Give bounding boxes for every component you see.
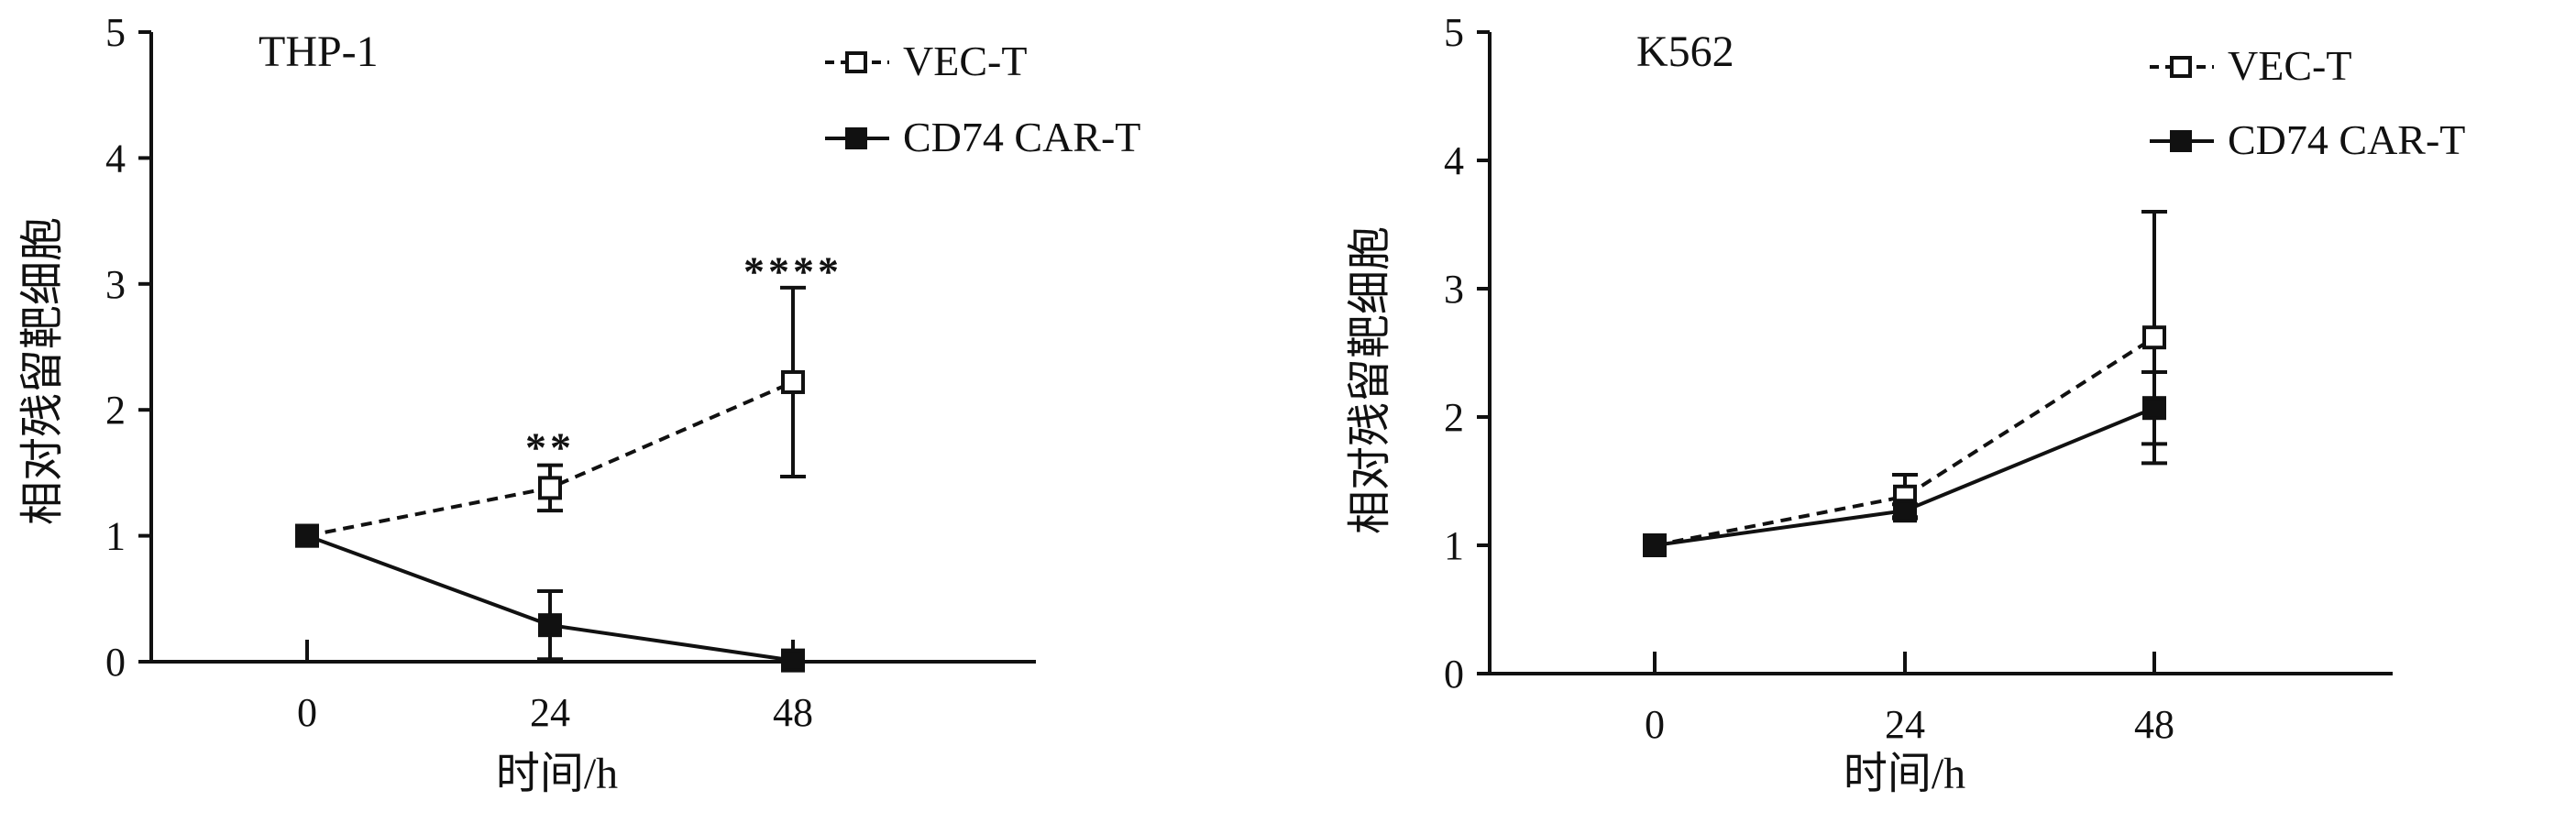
data-point: [1893, 499, 1917, 523]
legend-marker: [2170, 56, 2192, 78]
chart-panel-2: 0 1 2 3 4 5 0 24 48 时间/h 相对残留靶细胞 K562 VEC-T CD74 CAR-…: [1346, 10, 2465, 798]
x-axis-title: 时间/h: [1844, 750, 1965, 798]
y-tick-label: 2: [105, 388, 126, 433]
y-tick-label: 3: [105, 262, 126, 307]
y-tick-label: 4: [105, 136, 126, 181]
data-point: [781, 369, 805, 394]
legend-marker: [845, 51, 867, 73]
x-tick-label: 24: [530, 690, 570, 735]
data-point: [538, 476, 562, 500]
panel-title: THP-1: [259, 27, 379, 76]
x-tick-label: 0: [1645, 702, 1665, 747]
data-point: [2142, 325, 2166, 350]
series-cd74-car-t: [1643, 370, 2167, 557]
legend-label: VEC-T: [903, 38, 1027, 84]
series-cd74-car-t: [295, 523, 805, 673]
x-tick-label: 24: [1885, 702, 1925, 747]
y-tick-label: 1: [105, 514, 126, 559]
y-axis-title: 相对残留靶细胞: [1346, 226, 1394, 534]
x-tick-label: 0: [297, 690, 317, 735]
y-tick-label: 3: [1444, 267, 1464, 312]
y-tick-label: 2: [1444, 395, 1464, 440]
x-tick-label: 48: [773, 690, 813, 735]
legend-marker: [845, 127, 867, 149]
significance-label: ****: [743, 247, 842, 294]
significance-label: **: [525, 424, 575, 471]
series-vec-t: [295, 285, 806, 548]
y-axis-title: 相对残留靶细胞: [18, 217, 67, 525]
data-point: [2142, 396, 2166, 421]
data-point: [538, 613, 562, 638]
y-tick-label: 1: [1444, 523, 1464, 568]
data-point: [295, 523, 319, 548]
y-tick-label: 5: [105, 10, 126, 55]
y-tick-label: 0: [105, 640, 126, 685]
y-tick-label: 5: [1444, 10, 1464, 55]
legend-marker: [2170, 130, 2192, 152]
x-axis-title: 时间/h: [496, 750, 618, 798]
data-point: [781, 648, 805, 673]
legend: VEC-T CD74 CAR-T: [825, 38, 1140, 160]
legend-label: CD74 CAR-T: [903, 114, 1140, 160]
legend-label: VEC-T: [2228, 42, 2351, 89]
legend: VEC-T CD74 CAR-T: [2150, 42, 2465, 163]
legend-label: CD74 CAR-T: [2228, 116, 2465, 163]
panel-title: K562: [1636, 27, 1734, 76]
x-tick-label: 48: [2134, 702, 2174, 747]
y-tick-label: 4: [1444, 138, 1464, 183]
y-tick-label: 0: [1444, 652, 1464, 697]
data-point: [1643, 533, 1667, 557]
